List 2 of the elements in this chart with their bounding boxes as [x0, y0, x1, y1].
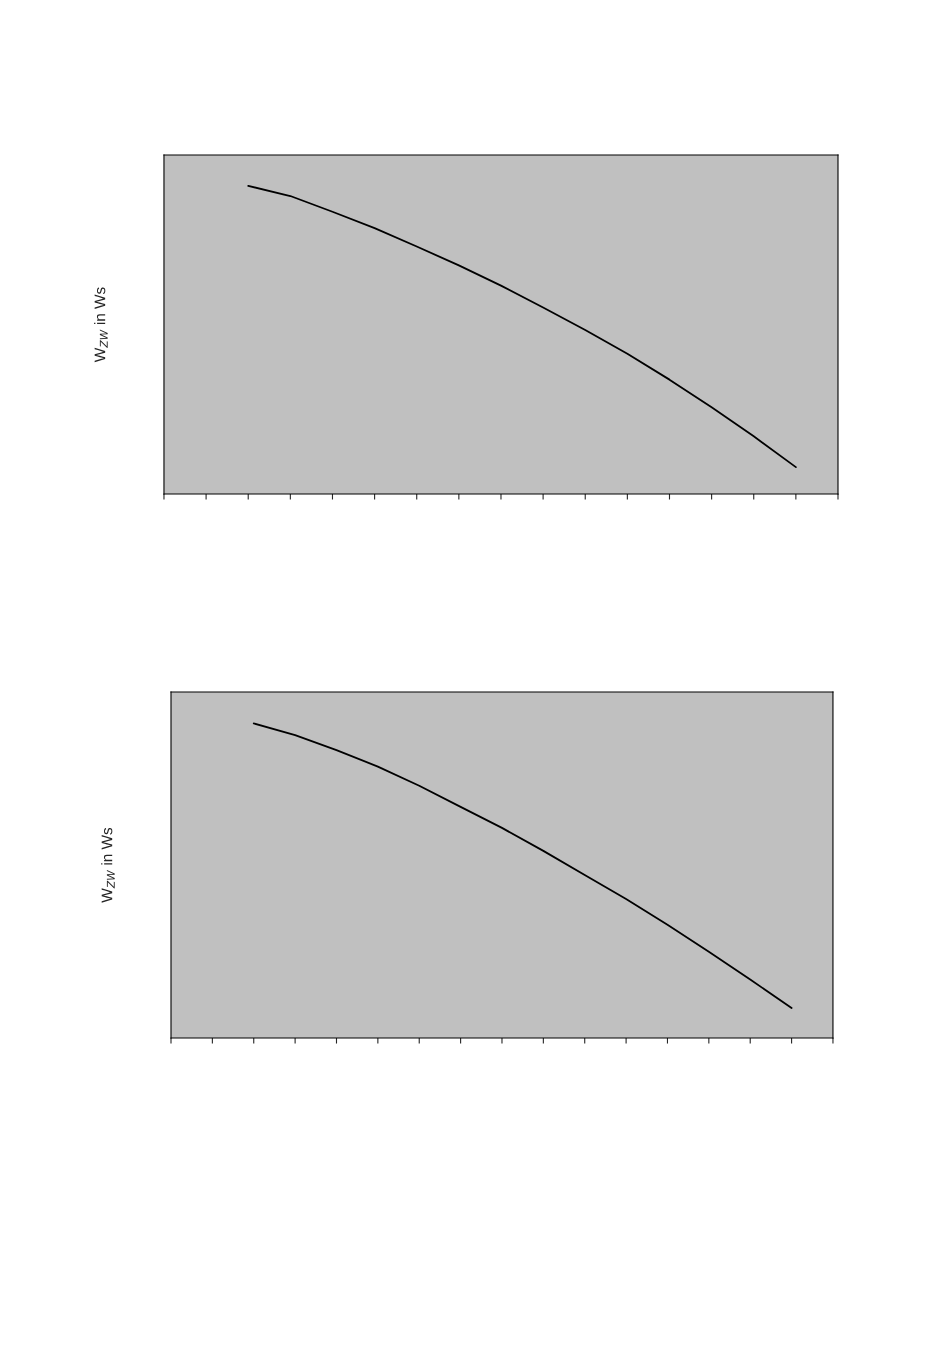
y-axis-title: W$_{ZW}$ in Ws	[101, 827, 115, 903]
y-axis-title: W$_{ZW}$ in Ws	[94, 287, 108, 363]
